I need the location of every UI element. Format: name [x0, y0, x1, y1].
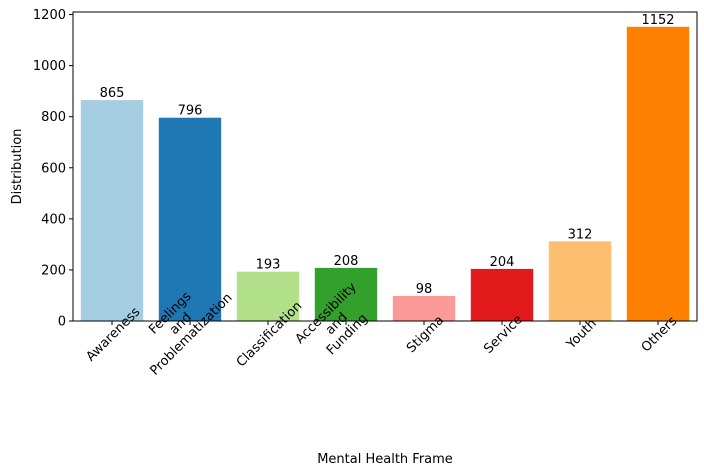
y-tick-label: 200: [41, 263, 66, 278]
value-labels-group: 865 796 193 208 98 204 312 1152: [100, 13, 675, 297]
bar-value-label: 193: [256, 258, 281, 273]
y-axis-title: Distribution: [10, 129, 25, 205]
bar-value-label: 312: [568, 227, 593, 242]
bar-value-label: 98: [416, 282, 433, 297]
y-tick-label: 600: [41, 161, 66, 176]
plot-frame: [72, 11, 698, 322]
bar-6: [470, 268, 534, 321]
bar-value-label: 1152: [641, 13, 674, 28]
bar-value-label: 865: [100, 86, 125, 101]
y-tick-label: 0: [58, 315, 66, 330]
bar-3: [236, 271, 300, 321]
bar-value-label: 208: [334, 254, 359, 269]
y-tick-label: 1000: [33, 59, 66, 74]
bar-value-label: 204: [490, 255, 515, 270]
x-axis-title: Mental Health Frame: [317, 452, 453, 467]
y-tick-label: 400: [41, 212, 66, 227]
bar-1: [80, 100, 144, 321]
y-tick-label: 1200: [33, 8, 66, 23]
bar-value-label: 796: [178, 104, 203, 119]
y-axis: 0 200 400 600 800 1000 1200: [33, 8, 73, 330]
bar-8: [626, 26, 690, 321]
x-tick-label-line: Youth: [563, 316, 600, 353]
bar-4: [314, 267, 378, 321]
bar-2: [158, 117, 222, 321]
bar-5: [392, 295, 456, 321]
bars-group: [80, 26, 690, 321]
x-tick-label: Youth: [563, 316, 600, 353]
bar-7: [548, 241, 612, 321]
y-tick-label: 800: [41, 110, 66, 125]
